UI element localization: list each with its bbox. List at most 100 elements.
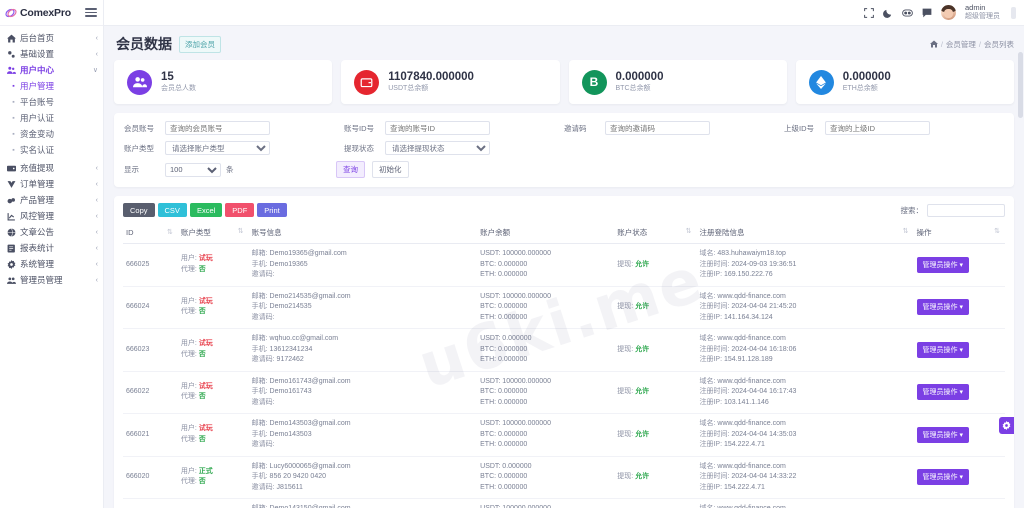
filter-panel: 会员账号 账号ID号 邀请码 上级ID号	[114, 113, 1014, 187]
usdt-icon	[354, 69, 380, 95]
member-account-input[interactable]	[165, 121, 270, 135]
col-register-info[interactable]: 注册登陆信息 ⇅	[696, 223, 914, 244]
cell-account-state: 提现: 允许	[614, 286, 697, 329]
filter-label: 邀请码	[564, 123, 587, 133]
sidebar-subitem-user-verification[interactable]: ▪ 用户认证	[12, 113, 55, 123]
sidebar-item-admin-management[interactable]: 管理员管理 ‹	[0, 272, 103, 288]
sidebar-item-user-center[interactable]: 用户中心 ∨	[0, 62, 103, 78]
filter-parent-id: 上级ID号	[784, 121, 1004, 135]
query-button[interactable]: 查询	[336, 161, 365, 178]
admin-operation-button[interactable]: 管理员操作 ▾	[916, 341, 970, 358]
admin-operation-button[interactable]: 管理员操作 ▾	[916, 426, 970, 443]
rows-per-page-select[interactable]: 100	[165, 162, 221, 177]
col-account-state[interactable]: 账户状态 ⇅	[614, 223, 697, 244]
cell-register-info: 域名: 483.huhawaiym18.top 注册时间: 2024-09-03 …	[696, 243, 914, 287]
col-operation[interactable]: 操作 ⇅	[913, 223, 1005, 244]
sidebar-menu: 后台首页 ‹ 基础设置 ‹ 用户中心 ∨ ▪ 用户管理	[0, 26, 103, 288]
filter-label: 上级ID号	[784, 123, 814, 133]
table-row: 666023 用户: 试玩 代理: 否邮箱: wqhuo.cc@gmail.com 手…	[123, 328, 1005, 372]
sidebar-subitem-user-management[interactable]: ▪ 用户管理	[12, 81, 55, 91]
admin-operation-button[interactable]: 管理员操作 ▾	[916, 384, 970, 401]
brand-logo[interactable]: ComexPro	[5, 7, 71, 19]
sidebar-item-basic-settings[interactable]: 基础设置 ‹	[0, 46, 103, 62]
admin-operation-button[interactable]: 管理员操作 ▾	[916, 469, 970, 486]
csv-button[interactable]: CSV	[157, 203, 187, 217]
stat-value: 1107840.000000	[388, 71, 474, 84]
sidebar-item-dashboard[interactable]: 后台首页 ‹	[0, 30, 103, 46]
notification-icon[interactable]	[902, 8, 913, 18]
report-icon	[6, 243, 16, 253]
account-type-select[interactable]: 请选择账户类型	[165, 141, 270, 155]
moon-icon[interactable]	[883, 8, 893, 18]
parent-id-input[interactable]	[825, 121, 930, 135]
stat-card-btc: B 0.000000 BTC总余额	[568, 60, 787, 104]
sidebar-item-risk-control[interactable]: 风控管理 ‹	[0, 208, 103, 224]
col-id[interactable]: ID ⇅	[123, 223, 178, 244]
filter-label: 账号ID号	[344, 123, 374, 133]
sidebar-subitem-platform-account[interactable]: ▪ 平台账号	[12, 97, 55, 107]
message-icon[interactable]	[922, 8, 932, 18]
admin-operation-button[interactable]: 管理员操作 ▾	[916, 256, 970, 273]
cell-balance: USDT: 0.000000 BTC: 0.000000 ETH: 0.000000	[477, 328, 615, 372]
cell-account-state: 提现: 允许	[614, 456, 697, 499]
menu-toggle-icon[interactable]	[85, 8, 97, 17]
sidebar-item-system-management[interactable]: 系统管理 ‹	[0, 256, 103, 272]
avatar[interactable]	[941, 5, 956, 20]
chevron-left-icon: ‹	[95, 244, 98, 252]
cell-account-state: 提现: 允许	[614, 371, 697, 414]
members-table: ID ⇅ 账户类型 ⇅ 账号信息 账户余额 账户状态 ⇅ 注册登陆信息 ⇅ 操作 ⇅ 66…	[123, 223, 1005, 508]
col-balance[interactable]: 账户余额	[477, 223, 615, 244]
sidebar-subitem-realname-verification[interactable]: ▪ 实名认证	[12, 145, 55, 155]
home-icon[interactable]	[929, 40, 938, 48]
stat-value: 15	[161, 71, 174, 84]
breadcrumb-level2[interactable]: 会员列表	[984, 39, 1014, 49]
fullscreen-icon[interactable]	[864, 7, 874, 18]
theme-settings-icon[interactable]	[999, 417, 1014, 434]
admin-icon	[6, 275, 16, 285]
sidebar-subitem-fund-changes[interactable]: ▪ 资金变动	[12, 129, 55, 139]
cell-operation: 管理员操作 ▾	[913, 286, 1005, 329]
sidebar-item-product-management[interactable]: 产品管理 ‹	[0, 192, 103, 208]
reset-button[interactable]: 初始化	[372, 161, 409, 178]
col-account-info[interactable]: 账号信息	[248, 223, 478, 244]
account-id-input[interactable]	[385, 121, 490, 135]
print-button[interactable]: Print	[257, 203, 287, 217]
admin-operation-button[interactable]: 管理员操作 ▾	[916, 299, 970, 316]
riskcontrol-icon	[6, 211, 16, 221]
sidebar-item-order-management[interactable]: 订单管理 ‹	[0, 176, 103, 192]
user-role: 超级管理员	[965, 12, 1000, 20]
search-label: 搜索：	[900, 205, 924, 215]
page-title: 会员数据	[116, 36, 172, 52]
cell-account-type: 用户: 试玩代理: 否	[177, 243, 249, 287]
withdraw-state-select[interactable]: 请选择提现状态	[385, 141, 490, 155]
breadcrumb-level1[interactable]: 会员管理	[945, 39, 976, 49]
filter-label: 会员账号	[124, 123, 154, 133]
copy-button[interactable]: Copy	[123, 203, 155, 217]
pdf-button[interactable]: PDF	[225, 203, 255, 217]
add-member-button[interactable]: 添加会员	[179, 35, 221, 53]
sidebar-label-user-center: 用户中心	[20, 65, 55, 75]
user-menu[interactable]: admin 超级管理员	[965, 4, 1000, 21]
scrollbar-thumb[interactable]	[1011, 6, 1016, 19]
chevron-left-icon: ‹	[95, 276, 98, 284]
col-account-type[interactable]: 账户类型 ⇅	[177, 223, 249, 244]
sidebar-item-article-notice[interactable]: 文章公告 ‹	[0, 224, 103, 240]
search-input[interactable]	[927, 203, 1005, 217]
excel-button[interactable]: Excel	[189, 203, 223, 217]
cell-account-type: 用户: 试玩代理: 否	[177, 413, 249, 457]
page-scrollbar[interactable]	[1018, 52, 1023, 118]
invite-code-input[interactable]	[605, 121, 710, 135]
sidebar-item-deposit-withdraw[interactable]: 充值提现 ‹	[0, 160, 103, 176]
article-icon	[6, 227, 16, 237]
cell-id: 666022	[123, 371, 178, 414]
chevron-down-icon: ∨	[92, 67, 98, 74]
brand-glyph-icon	[5, 7, 17, 19]
sidebar-item-report-statistics[interactable]: 报表统计 ‹	[0, 240, 103, 256]
filter-invite-code: 邀请码	[564, 121, 784, 135]
show-label: 显示	[124, 165, 139, 174]
cell-id: 666025	[123, 243, 178, 287]
